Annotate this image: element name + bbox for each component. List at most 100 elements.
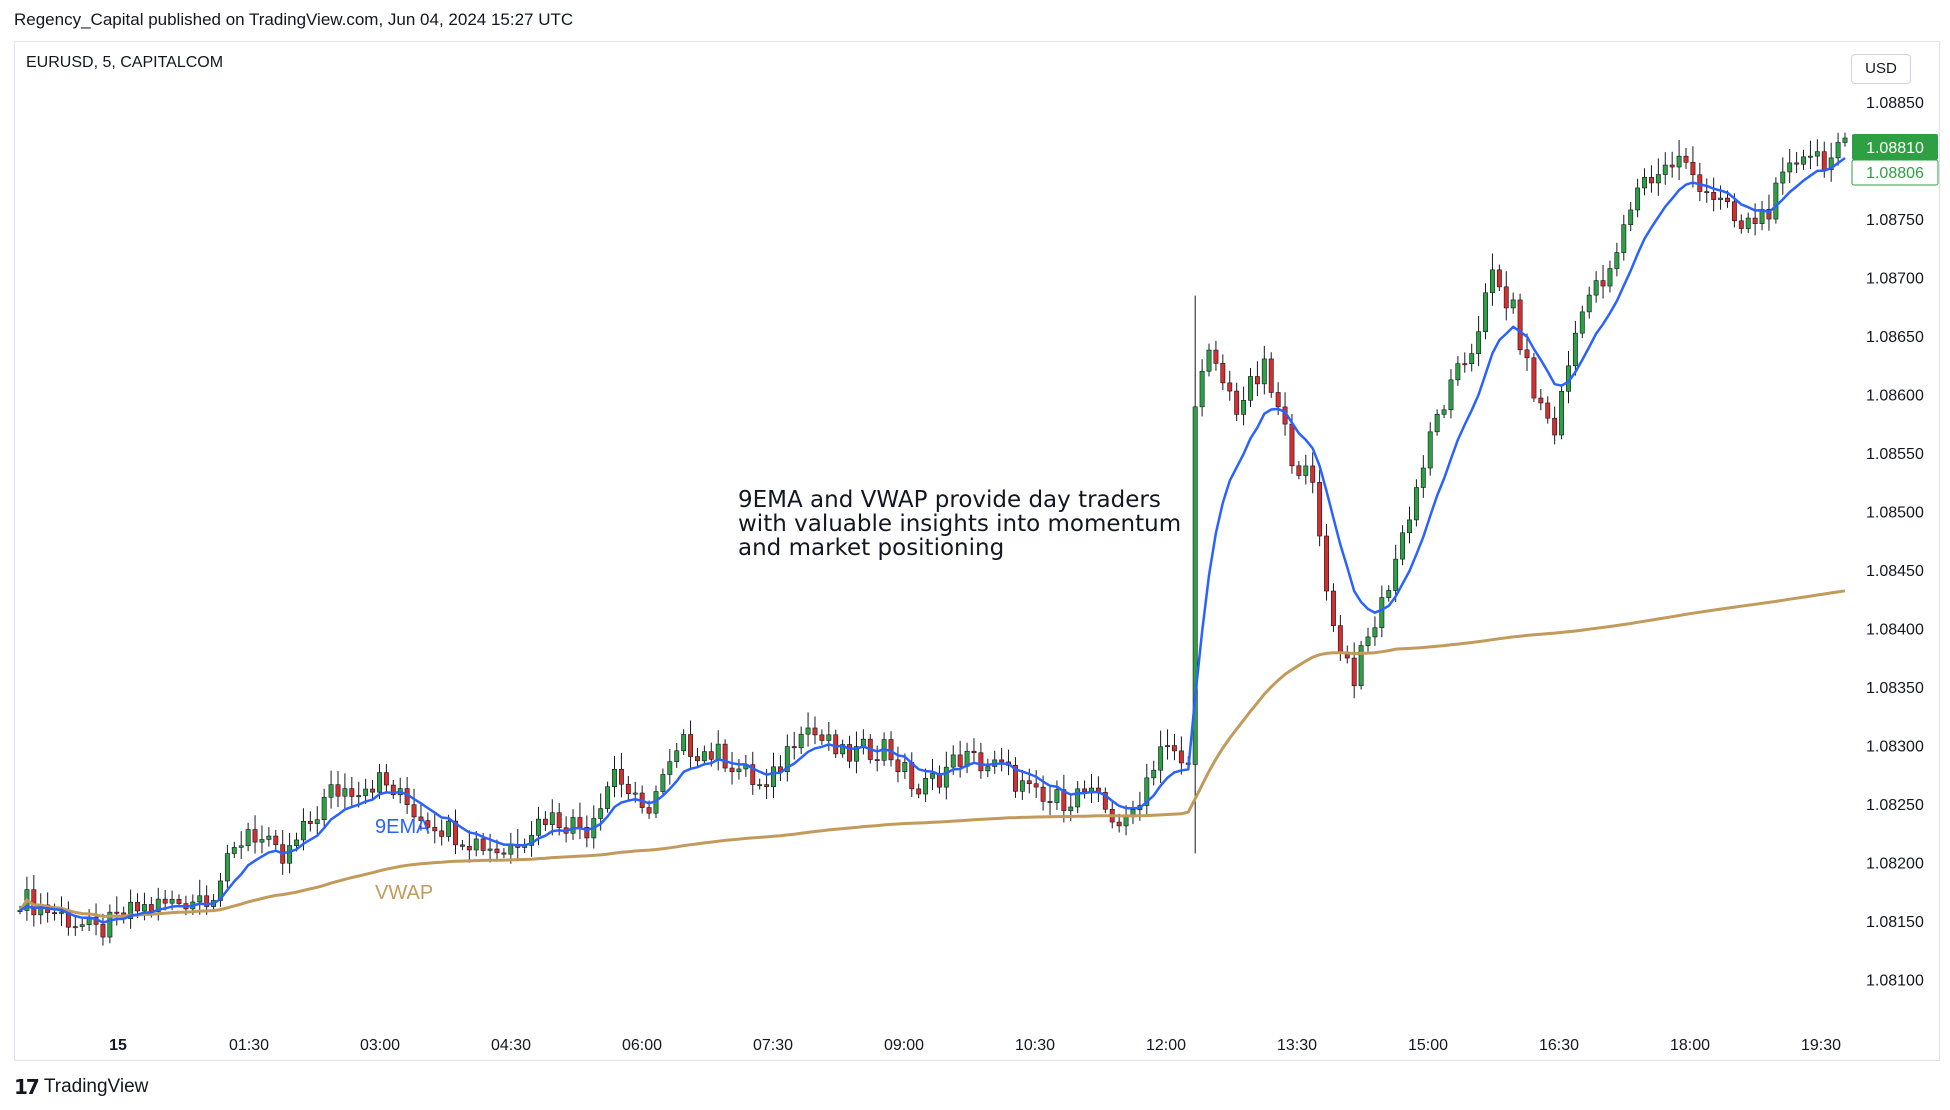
candle-body — [577, 817, 583, 828]
candle-body — [833, 734, 839, 755]
candle-body — [1807, 155, 1813, 158]
candle — [1033, 770, 1039, 798]
candle — [363, 778, 369, 804]
candle — [1586, 286, 1592, 319]
candle-body — [791, 746, 797, 749]
symbol-legend[interactable]: EURUSD, 5, CAPITALCOM — [26, 54, 224, 71]
candle — [1745, 212, 1751, 233]
candle — [425, 812, 431, 834]
candle — [79, 919, 85, 932]
candle — [370, 780, 375, 800]
candle-body — [847, 744, 852, 762]
candle-body — [930, 773, 935, 779]
candle-body — [1593, 280, 1599, 296]
candle — [570, 809, 576, 840]
candle — [1241, 386, 1247, 426]
candle — [162, 889, 168, 911]
candle-body — [1814, 151, 1820, 157]
candle-body — [542, 818, 548, 825]
candle — [695, 747, 700, 768]
candle-body — [1075, 788, 1081, 808]
candle — [252, 815, 258, 854]
candle-body — [1013, 765, 1018, 792]
candle — [1006, 749, 1011, 776]
time-tick-label: 18:00 — [1670, 1037, 1710, 1054]
price-tick-label: 1.08600 — [1866, 388, 1924, 405]
candle — [114, 896, 120, 926]
candle — [1773, 177, 1779, 224]
candle-body — [321, 797, 327, 820]
candle — [1268, 352, 1274, 398]
candle — [722, 739, 728, 772]
candle-body — [1572, 332, 1578, 367]
candle-body — [390, 784, 396, 796]
candle-body — [1787, 162, 1793, 173]
candle-body — [985, 766, 991, 772]
candle-body — [1676, 155, 1682, 168]
candle — [1752, 203, 1758, 236]
candle-body — [1158, 746, 1164, 771]
candle-body — [556, 812, 562, 829]
candle-body — [1441, 409, 1447, 415]
candle — [542, 811, 548, 831]
chart-frame — [14, 41, 1940, 1061]
tradingview-logo-text: TradingView — [43, 1076, 149, 1097]
candle — [259, 825, 265, 854]
candle-body — [473, 838, 479, 851]
candle — [826, 721, 832, 751]
ema-series-label: 9EMA — [375, 816, 430, 838]
ema-price-text: 1.08806 — [1866, 165, 1924, 182]
candle-body — [1469, 353, 1475, 364]
candle-body — [605, 786, 611, 809]
candle — [224, 844, 230, 888]
candle-body — [798, 733, 804, 749]
candle-body — [736, 768, 742, 772]
candle-body — [1379, 597, 1385, 628]
candle — [1704, 178, 1710, 203]
candle — [1448, 369, 1454, 419]
candle-body — [1296, 465, 1302, 476]
candle-body — [1545, 402, 1551, 419]
candle-body — [294, 839, 299, 846]
candle-body — [155, 898, 161, 912]
candle — [1579, 305, 1585, 339]
candle-body — [1731, 201, 1737, 222]
candle-body — [273, 835, 279, 845]
candle — [238, 831, 244, 860]
candle-body — [1206, 349, 1212, 372]
time-tick-label: 03:00 — [360, 1037, 400, 1054]
candle-body — [1420, 467, 1426, 488]
price-tick-label: 1.08650 — [1866, 329, 1924, 346]
candle-body — [411, 804, 417, 818]
candle-body — [1275, 392, 1281, 408]
vwap-series-label: VWAP — [375, 882, 433, 904]
candle — [1013, 757, 1018, 798]
candle-body — [1821, 151, 1827, 170]
candle-body — [1310, 465, 1316, 483]
candle-body — [1178, 750, 1184, 764]
candle-body — [466, 846, 472, 851]
candle-body — [695, 756, 700, 762]
candle — [1780, 157, 1786, 195]
candle-body — [701, 751, 707, 762]
candle — [266, 827, 272, 847]
currency-button[interactable]: USD — [1851, 54, 1911, 84]
candle — [1807, 140, 1813, 170]
candle-body — [1725, 197, 1730, 203]
candle-body — [1711, 192, 1717, 200]
candle — [985, 758, 991, 778]
candle-body — [1524, 349, 1530, 359]
tradingview-logo[interactable]: 17 TradingView — [14, 1075, 148, 1099]
candle-body — [618, 768, 624, 785]
candle-body — [1102, 792, 1108, 810]
candle — [909, 752, 915, 797]
candle — [342, 773, 348, 809]
candle-body — [162, 898, 168, 904]
candle-body — [1455, 363, 1461, 381]
candle-body — [1738, 220, 1744, 229]
candle-body — [1655, 174, 1661, 184]
candle-body — [1199, 370, 1205, 408]
candle-body — [356, 795, 362, 798]
candle — [1165, 729, 1170, 760]
